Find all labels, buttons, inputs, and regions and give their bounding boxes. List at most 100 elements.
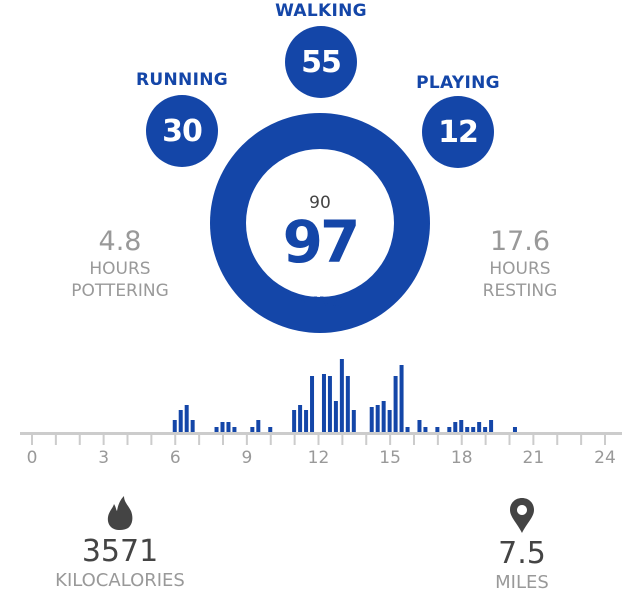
x-axis-tick (532, 435, 535, 445)
activity-bar (459, 420, 464, 432)
distance-stat: 7.5 MILES (422, 497, 622, 595)
x-axis-tick (102, 435, 105, 445)
x-axis-tick (436, 435, 439, 445)
activity-timeline-chart: 0 3 6 9 12 15 18 21 24 (20, 359, 622, 468)
calories-label: KILOCALORIES (55, 570, 185, 591)
activity-bar (453, 422, 458, 432)
x-axis-tick (245, 435, 248, 445)
activity-bar (250, 427, 255, 432)
playing-label: PLAYING (416, 73, 500, 93)
running-label: RUNNING (136, 70, 228, 90)
activity-bar (405, 427, 410, 432)
activity-bar (226, 422, 231, 432)
x-tick-label: 9 (241, 448, 252, 468)
pottering-unit: HOURS (89, 259, 151, 279)
activity-bar (220, 422, 225, 432)
ring-center: 90 97 MINS (246, 149, 394, 312)
x-axis-tick (198, 435, 201, 445)
goal-value: 90 (309, 193, 331, 213)
pottering-stat: 4.8 HOURS POTTERING (45, 226, 195, 302)
activity-bar (447, 427, 452, 432)
pottering-label: POTTERING (71, 281, 169, 301)
activity-bar (321, 374, 326, 432)
activity-bar (339, 359, 344, 432)
x-tick-label: 21 (523, 448, 545, 468)
activity-bar (399, 365, 404, 432)
minutes-unit: MINS (296, 293, 344, 312)
x-axis-tick (78, 435, 81, 445)
map-pin-icon (510, 498, 534, 533)
pottering-value: 4.8 (98, 226, 142, 257)
x-axis-tick (365, 435, 368, 445)
resting-value: 17.6 (489, 226, 551, 257)
activity-bar (477, 422, 482, 432)
activity-bar (387, 410, 392, 432)
total-minutes: 97 (282, 208, 361, 276)
x-axis-tick (174, 435, 177, 445)
activity-bar (465, 427, 470, 432)
x-axis-tick (484, 435, 487, 445)
x-axis-tick (604, 435, 606, 445)
calories-value: 3571 (81, 534, 159, 569)
resting-unit: HOURS (489, 259, 551, 279)
walking-label: WALKING (275, 1, 367, 21)
distance-value: 7.5 (498, 536, 546, 571)
activity-bar (375, 405, 380, 432)
x-axis-tick (317, 435, 320, 445)
activity-bar (417, 420, 422, 432)
x-tick-label: 18 (451, 448, 473, 468)
activity-bar (351, 410, 356, 432)
x-tick-label: 3 (98, 448, 109, 468)
activity-bar (381, 401, 386, 432)
calories-stat: 3571 KILOCALORIES (20, 495, 220, 593)
activity-bar (393, 376, 398, 432)
x-axis-tick (54, 435, 57, 445)
playing-bubble[interactable]: 12 (422, 96, 494, 168)
activity-bar (435, 427, 440, 432)
x-axis-tick (222, 435, 224, 445)
activity-bar (471, 427, 476, 432)
x-axis-tick (126, 435, 129, 445)
activity-bar (268, 427, 273, 432)
flame-icon (107, 496, 133, 530)
distance-label: MILES (495, 572, 549, 593)
activity-bar (298, 405, 303, 432)
activity-bar (310, 376, 315, 432)
resting-stat: 17.6 HOURS RESTING (445, 226, 595, 302)
activity-bar (172, 420, 177, 432)
x-axis-tick (31, 435, 33, 445)
x-axis-tick (460, 435, 463, 445)
x-axis-tick (556, 435, 559, 445)
activity-bar (345, 376, 350, 432)
activity-bar (333, 401, 338, 432)
x-axis-tick (508, 435, 511, 445)
running-bubble[interactable]: 30 (146, 95, 218, 167)
x-tick-label: 12 (308, 448, 330, 468)
walking-bubble[interactable]: 55 (285, 26, 357, 98)
activity-bar (489, 420, 494, 432)
x-tick-label: 24 (594, 448, 616, 468)
activity-bar (512, 427, 517, 432)
active-minutes-ring: 90 97 MINS (210, 113, 430, 333)
activity-bar (232, 427, 237, 432)
activity-bar (214, 427, 219, 432)
x-tick-label: 0 (27, 448, 38, 468)
x-axis-tick (293, 435, 296, 445)
x-axis-tick (580, 435, 583, 445)
x-axis-tick (269, 435, 272, 445)
resting-label: RESTING (482, 281, 558, 301)
activity-bar (423, 427, 428, 432)
activity-bar (327, 376, 332, 432)
x-tick-label: 6 (170, 448, 181, 468)
activity-bar (178, 410, 183, 432)
activity-bar (256, 420, 261, 432)
activity-bar (304, 410, 309, 432)
x-axis-tick (150, 435, 153, 445)
x-axis-tick (341, 435, 344, 445)
activity-bar (369, 407, 374, 432)
activity-bar (184, 405, 189, 432)
activity-bar (190, 420, 195, 432)
x-axis-tick (389, 435, 392, 445)
x-axis-tick (413, 435, 415, 445)
x-tick-label: 15 (379, 448, 401, 468)
